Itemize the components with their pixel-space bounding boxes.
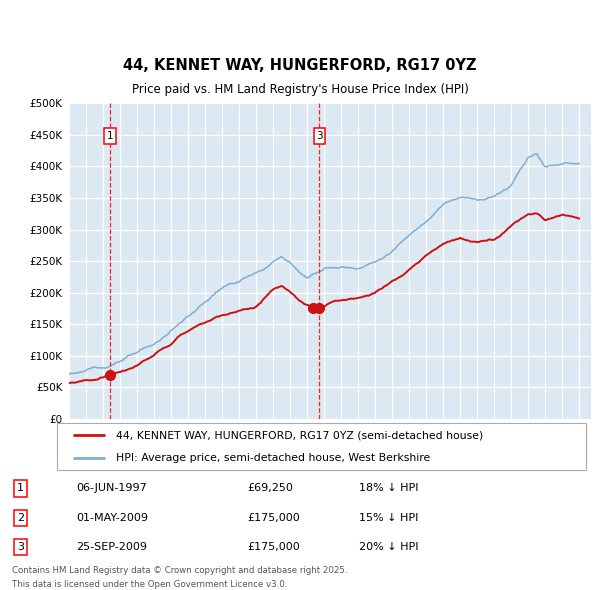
Text: 44, KENNET WAY, HUNGERFORD, RG17 0YZ (semi-detached house): 44, KENNET WAY, HUNGERFORD, RG17 0YZ (se… bbox=[116, 430, 483, 440]
FancyBboxPatch shape bbox=[57, 424, 586, 470]
Text: 1: 1 bbox=[17, 483, 24, 493]
Text: Price paid vs. HM Land Registry's House Price Index (HPI): Price paid vs. HM Land Registry's House … bbox=[131, 83, 469, 97]
Text: Contains HM Land Registry data © Crown copyright and database right 2025.: Contains HM Land Registry data © Crown c… bbox=[12, 566, 347, 575]
Text: 2: 2 bbox=[17, 513, 24, 523]
Text: 25-SEP-2009: 25-SEP-2009 bbox=[77, 542, 148, 552]
Text: £175,000: £175,000 bbox=[247, 513, 300, 523]
Text: 44, KENNET WAY, HUNGERFORD, RG17 0YZ: 44, KENNET WAY, HUNGERFORD, RG17 0YZ bbox=[123, 57, 477, 73]
Text: 1: 1 bbox=[107, 131, 113, 141]
Text: 01-MAY-2009: 01-MAY-2009 bbox=[77, 513, 149, 523]
Text: £175,000: £175,000 bbox=[247, 542, 300, 552]
Text: £69,250: £69,250 bbox=[247, 483, 293, 493]
Text: 06-JUN-1997: 06-JUN-1997 bbox=[77, 483, 148, 493]
Text: 3: 3 bbox=[17, 542, 24, 552]
Text: 15% ↓ HPI: 15% ↓ HPI bbox=[359, 513, 418, 523]
Text: 18% ↓ HPI: 18% ↓ HPI bbox=[359, 483, 418, 493]
Text: 3: 3 bbox=[316, 131, 323, 141]
Text: This data is licensed under the Open Government Licence v3.0.: This data is licensed under the Open Gov… bbox=[12, 580, 287, 589]
Text: HPI: Average price, semi-detached house, West Berkshire: HPI: Average price, semi-detached house,… bbox=[116, 454, 430, 464]
Text: 20% ↓ HPI: 20% ↓ HPI bbox=[359, 542, 418, 552]
